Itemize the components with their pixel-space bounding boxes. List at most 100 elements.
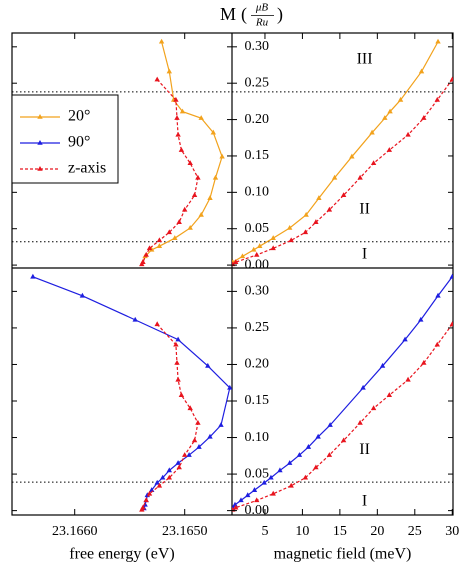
legend-label: 90° <box>68 134 90 151</box>
plot-area <box>12 273 232 512</box>
marker <box>166 467 172 473</box>
marker <box>232 501 238 507</box>
marker <box>331 174 338 180</box>
marker <box>178 392 185 397</box>
series-line <box>32 276 231 509</box>
marker <box>174 115 180 120</box>
region-label: I <box>362 246 367 263</box>
marker <box>158 38 165 44</box>
marker <box>349 153 355 159</box>
marker <box>195 174 201 180</box>
marker <box>405 376 411 382</box>
marker <box>397 96 404 102</box>
y-tick-label: 0.00 <box>245 257 270 272</box>
marker <box>286 224 293 230</box>
x-tick-label: 30 <box>445 524 459 539</box>
marker <box>156 243 163 248</box>
y-tick-label: 0.20 <box>245 357 270 372</box>
marker <box>196 444 202 449</box>
marker <box>379 362 386 368</box>
y-tick-label: 0.05 <box>245 466 270 481</box>
marker <box>435 292 441 298</box>
region-label: II <box>359 441 370 458</box>
marker <box>154 479 160 485</box>
marker <box>139 261 145 267</box>
marker <box>370 160 377 166</box>
marker <box>172 235 178 240</box>
marker <box>316 195 322 200</box>
x-tick-label: 23.1660 <box>52 524 98 539</box>
marker <box>421 360 427 365</box>
marker <box>227 384 232 390</box>
y-tick-label: 0.30 <box>245 39 270 54</box>
x-axis-label: magnetic field (meV) <box>274 546 412 563</box>
marker <box>179 108 186 114</box>
marker <box>182 452 188 457</box>
marker <box>326 452 333 457</box>
marker <box>175 336 181 342</box>
marker <box>313 219 319 224</box>
marker <box>340 192 347 198</box>
title-paren: ( <box>241 4 247 25</box>
marker <box>173 96 179 102</box>
marker <box>386 147 393 152</box>
marker <box>175 460 181 465</box>
marker <box>405 131 411 137</box>
series-line <box>141 79 199 265</box>
marker <box>207 195 213 200</box>
marker <box>149 246 155 252</box>
marker <box>187 224 193 230</box>
y-tick-label: 0.15 <box>245 393 270 408</box>
marker <box>166 474 172 480</box>
marker <box>186 452 192 457</box>
marker <box>132 316 138 322</box>
x-tick-label: 5 <box>261 524 268 539</box>
marker <box>146 245 153 251</box>
marker <box>154 321 160 327</box>
marker <box>139 506 145 512</box>
marker <box>187 405 193 411</box>
title-denominator: Ru <box>255 17 269 29</box>
x-axis-label: free energy (eV) <box>69 546 174 563</box>
marker <box>245 492 251 498</box>
legend-marker <box>37 114 43 119</box>
region-label: II <box>359 200 370 217</box>
y-tick-label: 0.25 <box>245 320 270 335</box>
marker <box>175 131 181 137</box>
marker <box>434 341 440 347</box>
marker <box>176 464 182 470</box>
title-symbol: M <box>220 4 236 24</box>
marker <box>254 497 260 503</box>
marker <box>233 259 239 264</box>
y-tick-label: 0.15 <box>245 148 270 163</box>
marker <box>195 419 201 425</box>
x-tick-label: 20 <box>370 524 384 539</box>
marker <box>233 504 239 510</box>
marker <box>434 96 440 102</box>
marker <box>156 482 163 488</box>
marker <box>370 405 377 411</box>
marker <box>402 336 408 342</box>
marker <box>369 129 375 135</box>
marker <box>449 273 453 279</box>
plot-area <box>12 38 232 267</box>
marker <box>270 245 276 251</box>
series-line <box>141 323 199 511</box>
marker <box>288 237 294 243</box>
marker <box>288 482 294 488</box>
marker <box>191 192 198 198</box>
marker <box>198 211 204 217</box>
series-line <box>232 79 453 265</box>
marker <box>178 147 185 152</box>
marker <box>449 321 453 327</box>
marker <box>360 384 366 390</box>
marker <box>305 444 312 449</box>
marker <box>261 479 267 485</box>
y-tick-label: 0.00 <box>245 503 270 518</box>
marker <box>176 219 182 224</box>
legend-marker <box>37 140 43 145</box>
marker <box>268 474 274 480</box>
marker <box>303 211 309 217</box>
region-label: I <box>362 493 367 510</box>
marker <box>435 38 441 44</box>
